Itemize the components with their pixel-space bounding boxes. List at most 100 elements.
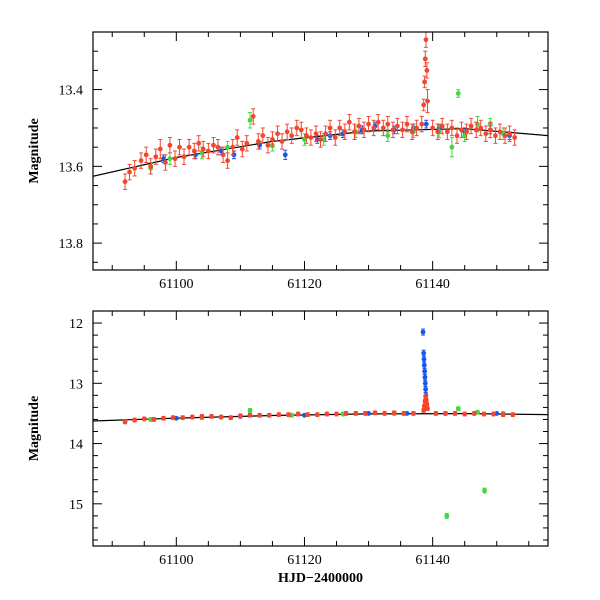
data-point: [209, 414, 214, 419]
data-point: [276, 412, 282, 418]
data-point: [422, 79, 428, 85]
data-point: [422, 56, 428, 62]
data-point: [265, 142, 271, 148]
data-point: [122, 419, 128, 425]
data-point: [334, 411, 339, 417]
data-point: [294, 125, 300, 131]
data-point: [161, 415, 166, 421]
data-point: [390, 127, 396, 133]
data-point: [132, 417, 138, 423]
data-point: [172, 156, 178, 162]
data-point: [395, 123, 400, 129]
data-point: [452, 411, 458, 416]
data-point: [298, 127, 304, 133]
data-point: [282, 152, 288, 158]
data-point: [443, 411, 448, 416]
data-point: [497, 129, 503, 135]
data-point: [459, 127, 464, 133]
data-point: [422, 374, 428, 380]
data-point: [255, 139, 261, 144]
data-point: [512, 135, 518, 140]
data-point: [422, 368, 428, 374]
data-point: [422, 380, 428, 386]
data-point: [181, 154, 187, 160]
data-point: [304, 133, 309, 139]
data-point: [239, 146, 245, 152]
data-point: [247, 117, 253, 123]
data-point: [449, 144, 455, 150]
data-point: [200, 146, 206, 152]
x-tick-label: 61140: [415, 277, 449, 292]
data-point: [342, 129, 348, 135]
series-red: [122, 32, 518, 190]
data-point: [127, 169, 132, 175]
panel-top: 61100 61120 61140 13.4 13.6 13.8 Magnitude: [27, 31, 549, 292]
data-point: [247, 412, 253, 418]
data-point: [421, 356, 427, 362]
data-point: [421, 408, 427, 413]
x-tick-label: 61140: [415, 553, 449, 568]
data-point: [199, 414, 205, 419]
data-point: [327, 125, 333, 131]
data-point: [228, 415, 234, 421]
data-point: [361, 127, 367, 133]
data-point: [324, 411, 330, 417]
data-point: [313, 131, 319, 137]
data-point: [382, 411, 387, 416]
x-axis-title: HJD−2400000: [278, 571, 363, 586]
data-point: [266, 412, 272, 418]
data-point: [419, 121, 425, 127]
x-tick-label: 61100: [159, 553, 193, 568]
data-point: [230, 144, 236, 150]
data-point: [444, 513, 450, 519]
data-point: [323, 131, 329, 137]
data-point: [473, 127, 479, 133]
data-point: [362, 411, 368, 416]
data-point: [148, 163, 154, 169]
data-point: [295, 411, 301, 417]
data-point: [421, 102, 427, 108]
data-point: [260, 133, 266, 139]
data-point: [141, 416, 147, 422]
data-point: [411, 411, 416, 416]
data-point: [430, 125, 436, 131]
data-point: [507, 131, 512, 137]
data-point: [464, 129, 470, 135]
data-point: [270, 137, 275, 142]
data-point: [289, 133, 295, 139]
data-point: [482, 488, 487, 493]
data-point: [424, 67, 430, 73]
data-point: [371, 125, 377, 131]
data-point: [449, 125, 455, 131]
data-point: [425, 406, 430, 412]
data-point: [421, 362, 427, 368]
data-point: [404, 121, 410, 127]
y-tick-label: 13.4: [59, 84, 84, 99]
data-point: [481, 411, 487, 417]
data-point: [380, 125, 386, 131]
data-point: [220, 152, 226, 158]
data-point: [170, 415, 176, 421]
data-point: [132, 165, 138, 171]
data-point: [257, 412, 263, 418]
data-point: [286, 412, 291, 418]
data-point: [425, 98, 430, 104]
data-point: [510, 412, 516, 418]
data-point: [385, 133, 391, 139]
data-point: [275, 131, 280, 137]
y-tick-label: 12: [69, 317, 83, 332]
y-axis-title: Magnitude: [27, 118, 42, 183]
data-point: [218, 414, 224, 420]
data-point: [211, 142, 216, 148]
data-point: [177, 144, 182, 150]
data-point: [356, 123, 362, 129]
data-point: [143, 152, 149, 158]
data-point: [318, 137, 323, 142]
data-point: [314, 412, 320, 418]
data-point: [500, 412, 506, 418]
data-point: [435, 129, 441, 135]
data-point: [462, 133, 468, 139]
data-point: [372, 410, 378, 416]
data-point: [483, 131, 489, 137]
data-point: [196, 140, 202, 146]
